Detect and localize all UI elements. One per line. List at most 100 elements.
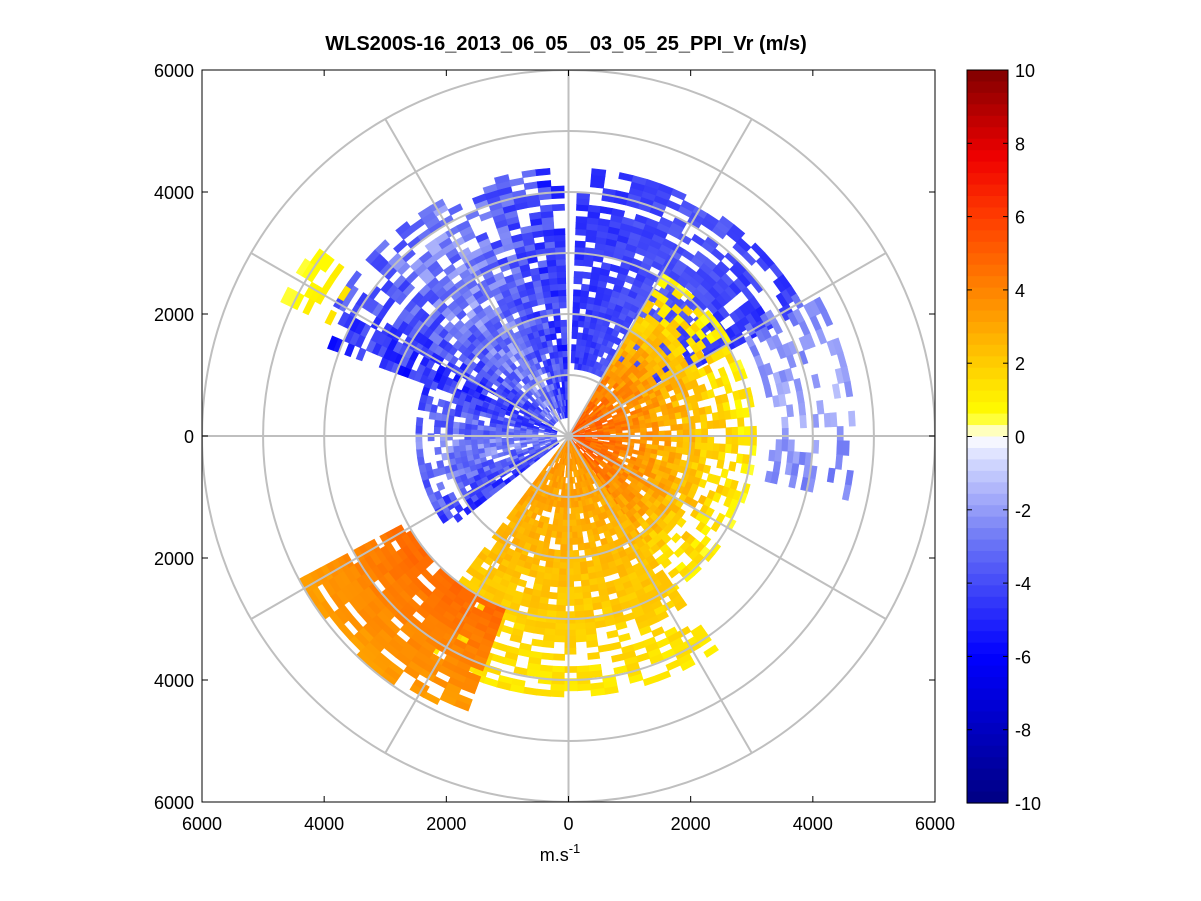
scan-bin: [731, 435, 739, 446]
scan-bin: [699, 413, 708, 423]
scan-bin: [476, 429, 484, 435]
scan-bin: [542, 640, 555, 649]
scan-bin: [470, 428, 478, 435]
scan-bin: [563, 362, 568, 370]
scan-bin: [663, 419, 671, 427]
colorbar-step: [967, 745, 1008, 758]
scan-bin: [580, 283, 591, 292]
scan-bin: [477, 419, 485, 426]
colorbar-step: [967, 413, 1008, 426]
scan-bin: [576, 203, 590, 212]
scan-bin: [577, 543, 585, 551]
scan-bin: [554, 537, 562, 545]
colorbar-step: [967, 562, 1008, 575]
colorbar-step: [967, 722, 1008, 735]
colorbar-step: [967, 150, 1008, 163]
colorbar-tick-label: -2: [1015, 501, 1031, 521]
scan-bin: [561, 519, 568, 527]
colorbar-step: [967, 81, 1008, 94]
scan-bin: [482, 438, 490, 444]
colorbar-step: [967, 699, 1008, 712]
x-axis-label-exponent: -1: [569, 841, 581, 856]
scan-bin: [415, 432, 423, 442]
colorbar-step: [967, 92, 1008, 105]
scan-bin: [576, 683, 592, 692]
scan-bin: [564, 611, 576, 619]
colorbar-step: [967, 757, 1008, 770]
colorbar-step: [967, 241, 1008, 254]
scan-bin: [576, 665, 590, 673]
scan-bin: [452, 439, 460, 447]
scan-bin: [722, 401, 731, 412]
colorbar-step: [967, 642, 1008, 655]
scan-bin: [572, 295, 582, 303]
colorbar-tick-label: -4: [1015, 574, 1031, 594]
scan-bin: [775, 439, 783, 452]
scan-bin: [734, 399, 743, 410]
scan-bin: [603, 437, 611, 441]
scan-bin: [566, 550, 574, 558]
scan-bin: [741, 407, 750, 418]
colorbar-tick-label: 2: [1015, 354, 1025, 374]
scan-bin: [743, 426, 751, 437]
x-tick-label: 6000: [182, 814, 222, 834]
scan-bin: [556, 338, 563, 346]
scan-bin: [374, 239, 390, 255]
scan-bin: [573, 277, 583, 285]
scan-bin: [574, 610, 585, 619]
scan-bin: [587, 204, 602, 213]
scan-bin: [551, 203, 565, 212]
scan-bin: [540, 652, 554, 661]
colorbar-step: [967, 115, 1008, 128]
scan-bin: [551, 561, 560, 570]
scan-bin: [415, 425, 423, 434]
scan-bin: [561, 344, 568, 352]
scan-bin: [418, 463, 427, 474]
scan-bin: [573, 586, 583, 594]
scan-bin: [551, 301, 560, 310]
scan-bin: [573, 574, 582, 582]
scan-bin: [565, 592, 575, 600]
y-tick-label: 6000: [154, 793, 194, 813]
colorbar-step: [967, 711, 1008, 724]
scan-bin: [556, 264, 566, 273]
scan-bin: [553, 228, 566, 236]
colorbar-step: [967, 184, 1008, 197]
scan-bin: [470, 443, 479, 450]
scan-bin: [609, 430, 617, 435]
colorbar-step: [967, 299, 1008, 312]
scan-bin: [579, 301, 588, 310]
scan-bin: [537, 260, 549, 269]
scan-bin: [718, 419, 727, 429]
scan-bin: [743, 435, 751, 446]
scan-bin: [470, 438, 478, 445]
scan-bin: [706, 442, 715, 452]
y-tick-label: 4000: [154, 671, 194, 691]
scan-bin: [695, 435, 703, 444]
colorbar-tick-label: -10: [1015, 794, 1041, 814]
scan-bin: [565, 562, 574, 570]
scan-bin: [476, 438, 484, 445]
scan-bin: [781, 439, 789, 452]
scan-bin: [565, 580, 575, 588]
scan-bin: [547, 320, 556, 329]
colorbar-step: [967, 276, 1008, 289]
colorbar-step: [967, 264, 1008, 277]
scan-bin: [571, 519, 577, 527]
scan-bin: [823, 412, 832, 428]
scan-bin: [482, 425, 491, 431]
scan-bin: [560, 319, 567, 327]
scan-bin: [799, 414, 807, 429]
scan-bin: [571, 325, 579, 334]
colorbar-step: [967, 619, 1008, 632]
scan-bin: [645, 422, 653, 429]
scan-bin: [554, 629, 566, 637]
scan-bin: [774, 450, 783, 463]
scan-bin: [560, 531, 568, 539]
scan-bin: [577, 537, 584, 545]
scan-bin: [704, 405, 713, 415]
scan-bin: [550, 332, 557, 341]
colorbar-step: [967, 505, 1008, 518]
colorbar-step: [967, 470, 1008, 483]
scan-bin: [741, 454, 750, 465]
